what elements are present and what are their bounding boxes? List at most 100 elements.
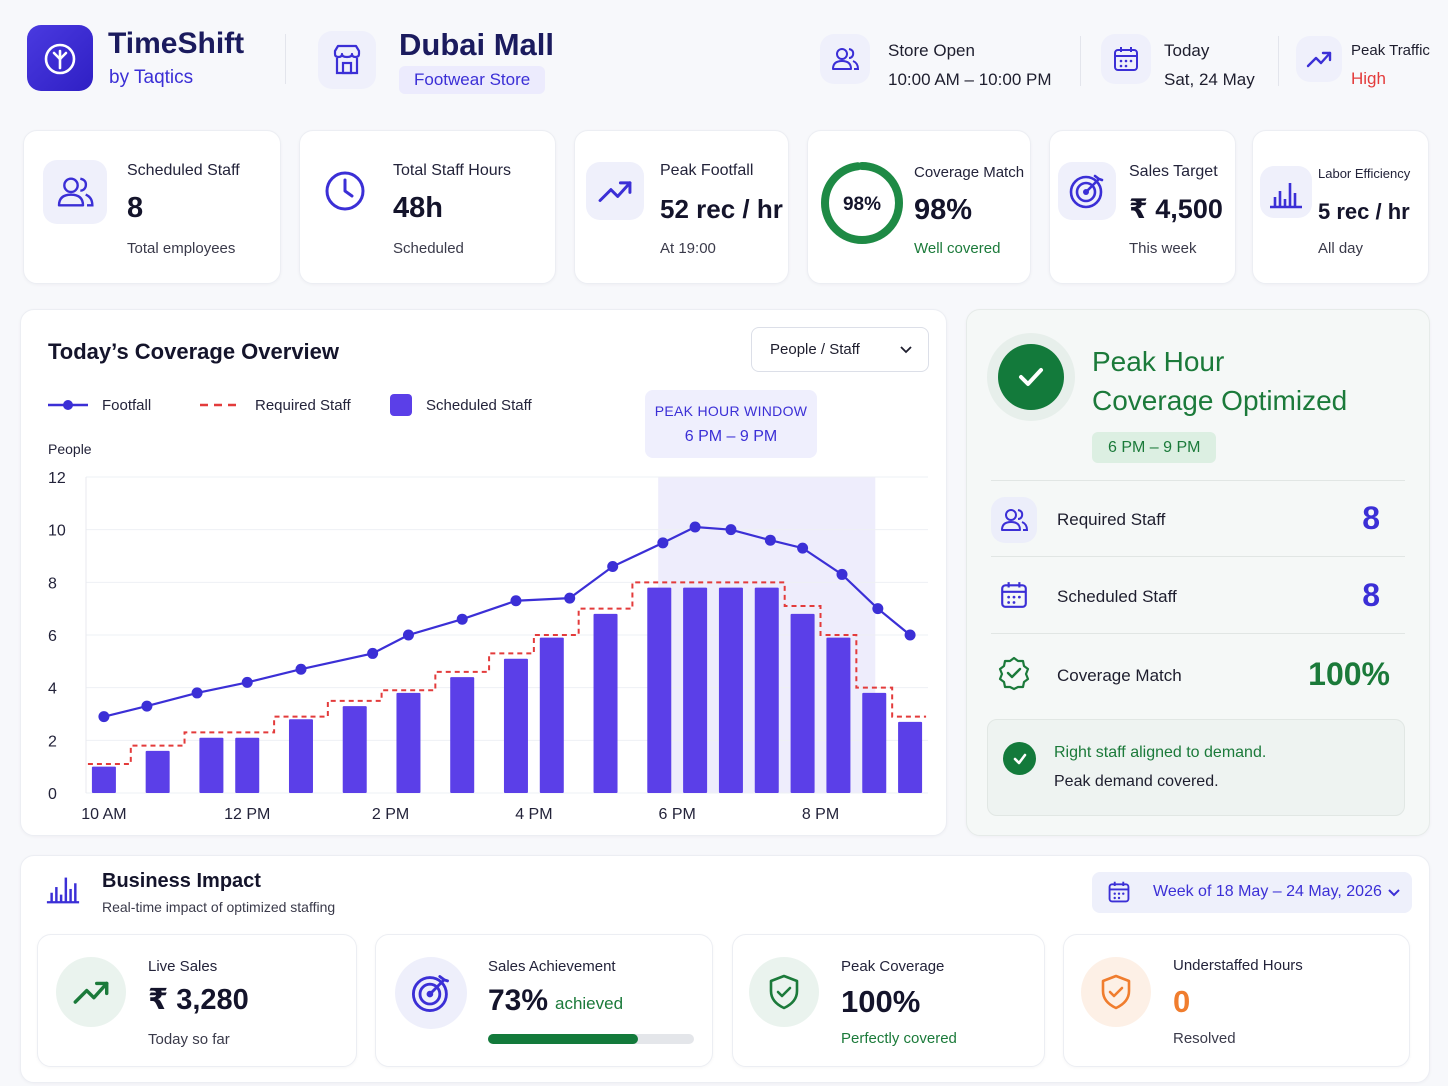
store-icon-tile	[318, 31, 376, 89]
clock-logo-icon	[44, 43, 76, 75]
check-circle-icon	[1003, 742, 1036, 775]
kpi-icon-tile	[43, 160, 107, 224]
footfall-point	[241, 676, 253, 688]
scheduled-staff-bar	[826, 637, 851, 793]
kpi-value: 5 rec / hr	[1318, 199, 1410, 224]
scheduled-staff-bar	[593, 613, 618, 793]
target-icon	[411, 975, 449, 1013]
brand-subtitle: by Taqtics	[109, 67, 194, 88]
peak-coverage-icon-circle	[749, 957, 819, 1027]
week-range: Week of 18 May – 24 May, 2026	[1153, 883, 1382, 900]
scheduled-staff-label: Scheduled Staff	[1057, 587, 1177, 606]
footfall-point	[689, 521, 701, 533]
legend-footfall: Footfall	[102, 397, 152, 414]
scheduled-staff-bar	[683, 587, 708, 793]
scheduled-staff-bar	[396, 692, 421, 793]
users-icon	[57, 177, 94, 207]
kpi-card-coverage-match	[807, 130, 1031, 284]
footfall-point	[797, 542, 809, 554]
footfall-point	[607, 561, 619, 573]
y-tick-label: 0	[48, 786, 57, 803]
scheduled-staff-bar	[91, 766, 116, 793]
peak-coverage-value: 100%	[841, 984, 921, 1019]
scheduled-staff-value: 8	[1362, 577, 1380, 613]
scheduled-staff-bar	[342, 706, 367, 793]
kpi-sub: Well covered	[914, 240, 1001, 257]
scheduled-staff-bar	[539, 637, 564, 793]
chevron-down-icon	[1388, 889, 1400, 897]
scheduled-staff-bar	[235, 737, 260, 793]
footfall-point	[98, 711, 110, 723]
peak-coverage-label: Peak Coverage	[841, 958, 945, 975]
metric-select[interactable]: People / Staff	[751, 327, 929, 372]
sales-achievement-icon-circle	[395, 957, 467, 1029]
legend-scheduled: Scheduled Staff	[426, 397, 532, 414]
kpi-sub: At 19:00	[660, 240, 716, 257]
footfall-point	[872, 603, 884, 615]
kpi-icon-tile	[586, 162, 644, 220]
required-staff-value: 8	[1362, 500, 1380, 536]
divider	[991, 633, 1405, 634]
peak-traffic-label: Peak Traffic	[1351, 42, 1430, 59]
peak-panel-title-line1: Peak Hour	[1092, 346, 1225, 377]
check-circle-icon	[998, 344, 1064, 410]
scheduled-staff-bar	[898, 721, 923, 793]
chart-title: Today’s Coverage Overview	[48, 339, 340, 364]
live-sales-label: Live Sales	[148, 958, 218, 975]
live-sales-value: ₹ 3,280	[148, 984, 249, 1016]
kpi-icon-tile	[314, 160, 376, 222]
peak-panel-title-line2: Coverage Optimized	[1092, 385, 1348, 416]
scheduled-icon-tile	[991, 572, 1037, 618]
live-sales-sub: Today so far	[148, 1031, 230, 1048]
sales-progress-fill	[488, 1034, 639, 1044]
x-tick-label: 12 PM	[224, 806, 270, 823]
y-tick-label: 12	[48, 470, 66, 487]
kpi-label: Sales Target	[1129, 163, 1218, 180]
y-tick-label: 8	[48, 575, 57, 592]
store-name: Dubai Mall	[399, 27, 555, 62]
users-icon	[1001, 509, 1029, 531]
scheduled-staff-bar	[503, 658, 528, 793]
peak-window-title: PEAK HOUR WINDOW	[654, 403, 808, 419]
legend-required: Required Staff	[255, 397, 351, 414]
today-date: Sat, 24 May	[1164, 70, 1255, 89]
kpi-label: Total Staff Hours	[393, 162, 511, 179]
trend-up-icon	[1306, 51, 1332, 68]
kpi-label: Coverage Match	[914, 164, 1025, 181]
footfall-point	[725, 524, 737, 536]
app-logo	[27, 25, 93, 91]
sales-progress-track	[488, 1034, 694, 1044]
store-type-badge: Footwear Store	[399, 66, 546, 94]
footfall-point	[141, 700, 153, 712]
week-picker[interactable]	[1092, 872, 1412, 913]
users-icon	[832, 48, 860, 70]
kpi-value: ₹ 4,500	[1129, 194, 1223, 224]
trend-up-icon	[598, 181, 632, 202]
scheduled-staff-bar	[450, 677, 475, 793]
coverage-ring: 98%	[821, 162, 903, 244]
y-axis-label: People	[48, 441, 92, 457]
calendar-icon	[1108, 881, 1130, 903]
shield-check-icon	[769, 974, 799, 1010]
scheduled-staff-bar	[145, 750, 170, 793]
kpi-sub: Scheduled	[393, 240, 464, 257]
target-icon	[1069, 174, 1104, 209]
clock-icon	[325, 171, 365, 211]
header-divider	[1278, 36, 1279, 86]
trend-up-icon	[73, 981, 109, 1004]
kpi-label: Scheduled Staff	[127, 162, 240, 179]
kpi-value: 48h	[393, 192, 443, 224]
x-tick-label: 8 PM	[802, 806, 839, 823]
kpi-value: 98%	[914, 194, 973, 226]
x-tick-label: 4 PM	[515, 806, 552, 823]
scheduled-staff-bar	[754, 587, 779, 793]
calendar-icon	[1001, 582, 1027, 608]
understaffed-icon-circle	[1081, 957, 1151, 1027]
y-tick-label: 10	[48, 523, 66, 540]
scheduled-staff-bar	[718, 587, 743, 793]
understaffed-label: Understaffed Hours	[1173, 957, 1303, 974]
scheduled-staff-bar	[199, 737, 224, 793]
live-sales-icon-circle	[56, 957, 126, 1027]
kpi-sub: Total employees	[127, 240, 236, 257]
